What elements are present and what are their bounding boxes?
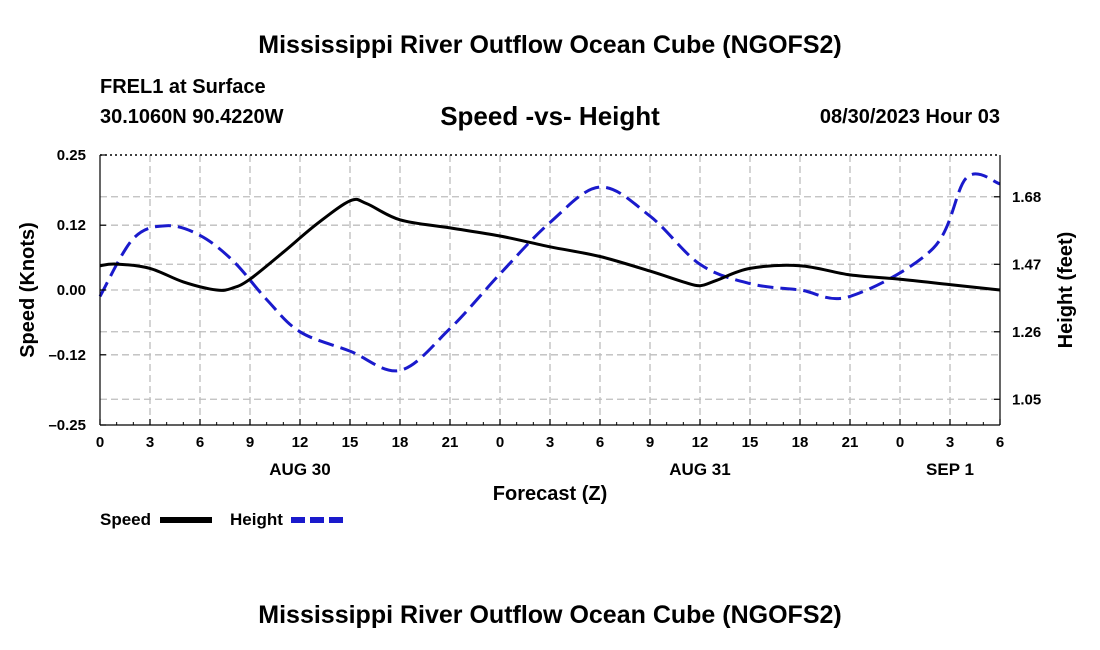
y-tick-label: –0.25 — [48, 417, 86, 434]
x-tick-label: 21 — [442, 434, 459, 451]
date-label: AUG 31 — [669, 460, 730, 479]
grid-lines — [100, 155, 1000, 425]
x-tick-label: 3 — [546, 434, 554, 451]
station-label: FREL1 at Surface — [100, 76, 266, 98]
y2-tick-label: 1.68 — [1012, 189, 1041, 206]
x-tick-label: 3 — [146, 434, 154, 451]
x-tick-label: 15 — [742, 434, 759, 451]
x-tick-label: 0 — [96, 434, 104, 451]
x-tick-label: 12 — [692, 434, 709, 451]
x-tick-label: 9 — [646, 434, 654, 451]
x-tick-label: 18 — [392, 434, 409, 451]
date-label: AUG 30 — [269, 460, 330, 479]
y2-tick-label: 1.47 — [1012, 256, 1041, 273]
x-tick-label: 6 — [596, 434, 604, 451]
chart-subtitle: Speed -vs- Height — [440, 101, 660, 131]
footer-title: Mississippi River Outflow Ocean Cube (NG… — [258, 601, 842, 629]
y2-axis-label: Height (feet) — [1055, 232, 1077, 349]
coordinates-label: 30.1060N 90.4220W — [100, 106, 284, 128]
y-tick-label: 0.00 — [57, 282, 86, 299]
speed-series-line — [99, 197, 1001, 292]
height-series-line — [98, 172, 1001, 373]
x-tick-label: 0 — [496, 434, 504, 451]
x-tick-label: 18 — [792, 434, 809, 451]
x-tick-label: 0 — [896, 434, 904, 451]
x-tick-label: 12 — [292, 434, 309, 451]
x-axis-label: Forecast (Z) — [493, 483, 607, 505]
x-tick-label: 6 — [196, 434, 204, 451]
tick-labels: 0 3 6 9 12 15 18 21 0 3 6 9 12 15 18 21 0 3 6 AUG 30 AUG 31 S… — [48, 147, 1041, 479]
x-tick-label: 3 — [946, 434, 954, 451]
x-tick-label: 21 — [842, 434, 859, 451]
series-lines — [98, 172, 1001, 373]
y-tick-label: –0.12 — [48, 347, 86, 364]
legend-speed-label: Speed — [100, 510, 151, 529]
y2-tick-label: 1.05 — [1012, 391, 1041, 408]
date-label: SEP 1 — [926, 460, 974, 479]
x-tick-label: 15 — [342, 434, 359, 451]
y-axis-label: Speed (Knots) — [17, 222, 39, 358]
x-tick-label: 9 — [246, 434, 254, 451]
y2-tick-label: 1.26 — [1012, 324, 1041, 341]
forecast-timestamp: 08/30/2023 Hour 03 — [819, 106, 1000, 128]
legend-height-label: Height — [230, 510, 283, 529]
axes — [99, 154, 1001, 426]
legend: Speed Height — [100, 510, 343, 529]
y-tick-label: 0.12 — [57, 217, 86, 234]
x-tick-label: 6 — [996, 434, 1004, 451]
y-tick-label: 0.25 — [57, 147, 86, 164]
chart-title: Mississippi River Outflow Ocean Cube (NG… — [258, 31, 842, 59]
